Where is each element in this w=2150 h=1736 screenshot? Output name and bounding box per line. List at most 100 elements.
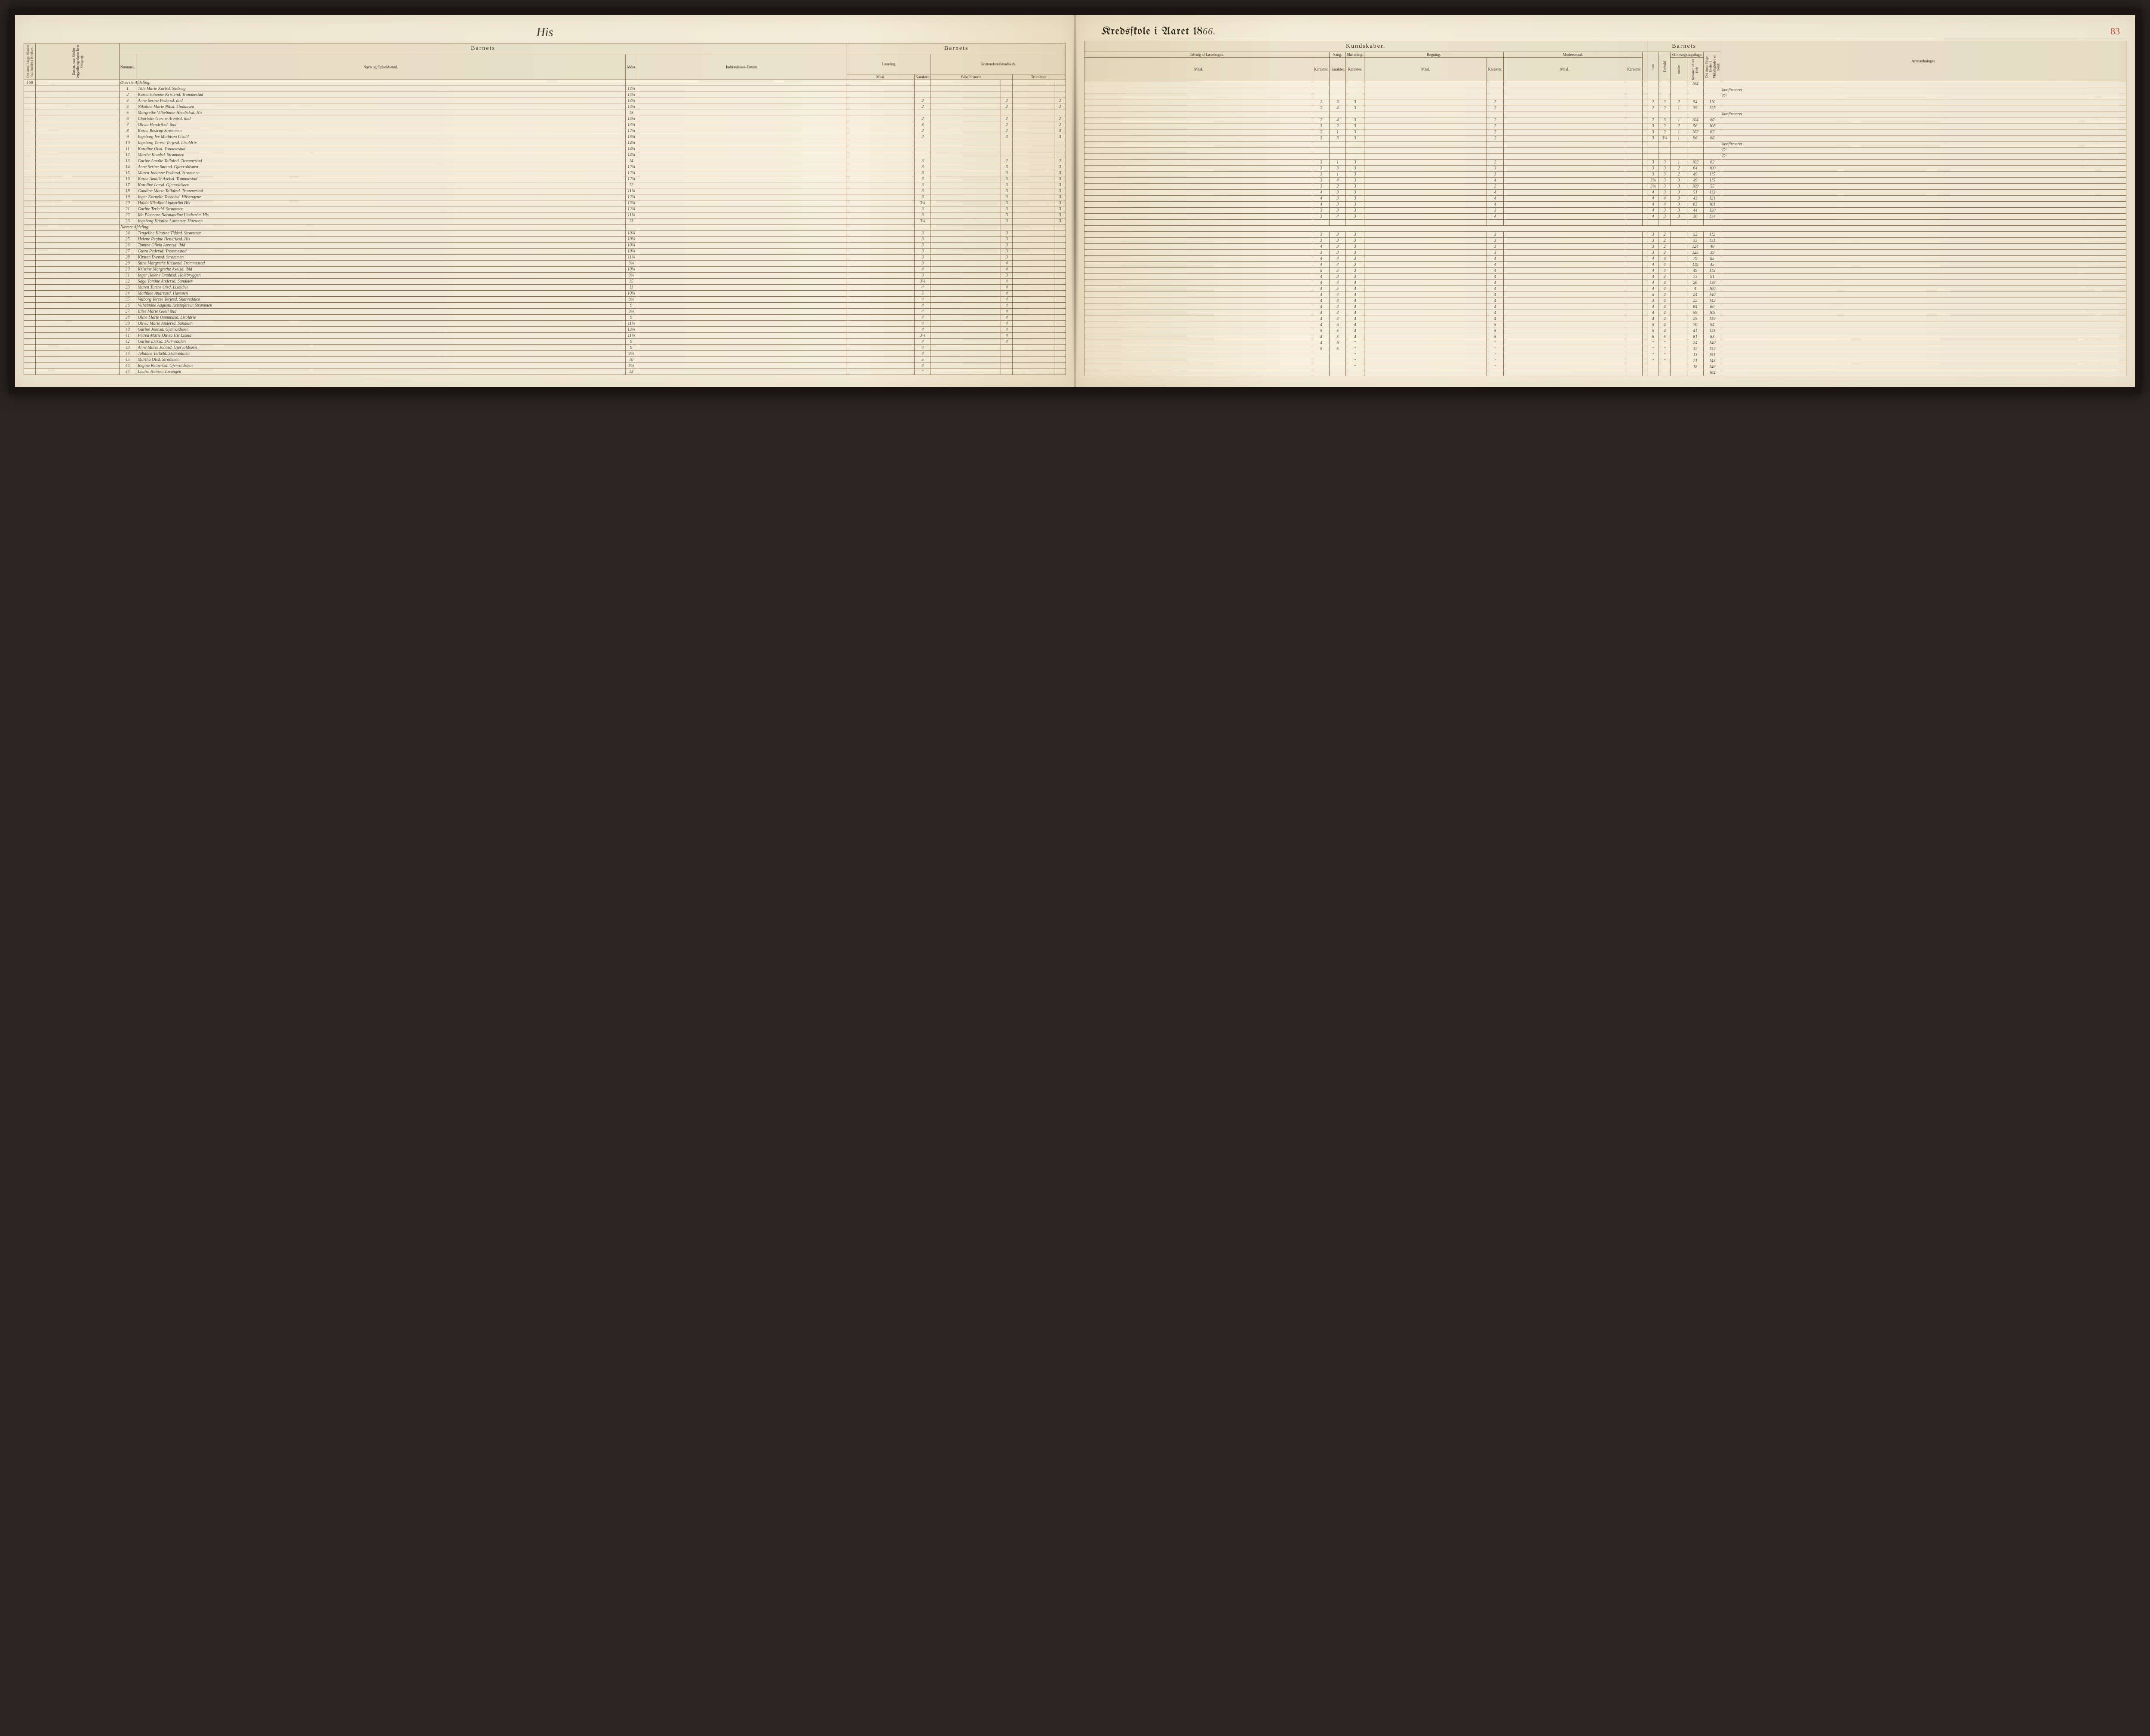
ledger-table-right: Kundskaber. Barnets Anmærkninger. Udvalg… <box>1084 41 2126 376</box>
col-evne: Evne. <box>1647 52 1659 81</box>
col-days: Det Antal Dage, Skolen skal holdes i Kre… <box>24 43 36 80</box>
table-row: 30 Kristine Margrethe Axelsd. ibid 10¼ 4… <box>24 267 1066 273</box>
table-row: 3 3 3 3 4 3 3 44 120 <box>1084 208 2126 214</box>
sub-kar3: Karakter. <box>1330 58 1346 81</box>
table-row: 8 Karen Rostrup Strømmen 12¾ 2 2 3 <box>24 128 1066 134</box>
table-row: " " " " 13 151 <box>1084 352 2126 358</box>
sub-kar6: Karakter. <box>1626 58 1643 81</box>
col-gap <box>1643 52 1647 81</box>
col-sang: Sang. <box>1330 52 1346 58</box>
table-row: 3 3 3 3 3 3 125 39 <box>1084 250 2126 256</box>
table-row: 32 Saga Tomine Andersd. Sandklev 15 3¼ 4 <box>24 279 1066 285</box>
col-laesning: Læsning. <box>847 54 931 74</box>
table-row: 3 2 3 2 3 2 2 56 108 <box>1084 123 2126 129</box>
table-row: 3 Anne Serine Pedersd. ibid 14¼ 2 2 2 <box>24 98 1066 104</box>
table-row: " " 18 146 <box>1084 364 2126 370</box>
table-row: 13 Gurine Amalie Tallaksd. Trommestad 14… <box>24 158 1066 164</box>
left-page: His Det Antal Dage, Skolen skal holdes i… <box>15 15 1075 387</box>
table-row: 40 Gurine Johnsd. Gjervoldsøen 13¾ 4 4 <box>24 327 1066 333</box>
ledger-table-left: Det Antal Dage, Skolen skal holdes i Kre… <box>24 43 1066 375</box>
table-row: 15 Maren Johanne Pedersd. Strømmen 12¾ 3… <box>24 170 1066 176</box>
table-row: 4 3 3 4 4 4 3 43 121 <box>1084 196 2126 202</box>
title-right-text: Kredsſkole i Aaret 18 <box>1101 26 1203 37</box>
table-body-right: 164 konfirmeret Dº 2 3 3 2 <box>1084 81 2126 376</box>
sub-kar5: Karakter. <box>1487 58 1503 81</box>
table-row: 4 6 " " " " 24 140 <box>1084 340 2126 346</box>
col-skolesog: Skolesogningsdage. <box>1671 52 1704 58</box>
col-vert3: Det Antal Dage, Skolen i Virkeligheden e… <box>1704 52 1721 81</box>
table-row: 3 3 3 3 3 2 52 112 <box>1084 232 2126 238</box>
table-row: 4 4 3 4 4 4 79 85 <box>1084 256 2126 262</box>
page-number: 83 <box>2110 26 2120 37</box>
table-row: 11 Karoline Olsd. Trommestad 14¼ <box>24 146 1066 152</box>
table-row: 1 Tille Marie Karlsd. Stølsvig 14¾ <box>24 86 1066 92</box>
table-row: 24 Tengeline Kirstine Tiddsd. Strømmen 1… <box>24 230 1066 237</box>
hdr-barnets2: Barnets <box>847 43 1066 54</box>
table-row: 2 4 3 2 2 2 1 39 125 <box>1084 105 2126 111</box>
col-skriv: Skrivning. <box>1346 52 1364 58</box>
table-row: 28 Kirsten Evensd. Strømmen 11¾ 3 3 <box>24 255 1066 261</box>
table-row: 4 4 4 4 4 4 84 80 <box>1084 304 2126 310</box>
table-row: 36 Vilhelmine Augusta Kristofersen Strøm… <box>24 303 1066 309</box>
table-row: Dº <box>1084 147 2126 154</box>
table-row: 18 Gundine Marie Tallaksd. Trommestad 11… <box>24 188 1066 194</box>
table-row: 37 Elise Marie Guell ibid 9¾ 4 4 <box>24 309 1066 315</box>
table-row: 5 Margrethe Vilhelmine Hendriksd. His 15 <box>24 110 1066 116</box>
table-row: 5 5 3 4 4 4 49 115 <box>1084 268 2126 274</box>
table-row: 3 3 3 3 3 3 2 64 100 <box>1084 166 2126 172</box>
table-row: 19 Inger Kornelie Torbolsd. Hiisengene 1… <box>24 194 1066 200</box>
table-row: 21 Gurine Terkeld. Strømmen 12¾ 3 3 3 <box>24 206 1066 212</box>
table-row: 14 Anne Serine Sørend. Gjærvoldsøen 12¾ … <box>24 164 1066 170</box>
table-row: 29 Stine Margrethe Kristend. Trommestad … <box>24 261 1066 267</box>
table-row: 39 Olivia Marie Andersd. Sandklev 11¼ 4 … <box>24 321 1066 327</box>
table-row: 9 Ingeborg Ive Mathisen Lisold 13¾ 2 3 3 <box>24 134 1066 140</box>
table-row: 35 Valborg Terese Terjesd. Skarvedalen 9… <box>24 297 1066 303</box>
hdr-kundskaber: Kundskaber. <box>1084 41 1647 52</box>
table-row: Dº <box>1084 93 2126 99</box>
table-row: Dº <box>1084 154 2126 160</box>
table-row: 17 Karoline Larsd. Gjervoldsøen 12 3 3 3 <box>24 182 1066 188</box>
table-row: 3 2 3 2 3¼ 3 3 109 55 <box>1084 184 2126 190</box>
table-row: 2 3 3 2 2 2 2 54 110 <box>1084 99 2126 105</box>
table-row: 2 4 3 2 2 3 1 104 60 <box>1084 117 2126 123</box>
sub-maal1: Maal. <box>847 74 915 80</box>
col-udvalg: Udvalg af Læsebogen. <box>1084 52 1330 58</box>
table-row: 5 5 " " " " 32 132 <box>1084 346 2126 352</box>
table-row: 3 1 3 2 3 3 1 102 62 <box>1084 160 2126 166</box>
table-row: konfirmeret <box>1084 111 2126 117</box>
table-row: 42 Gurine Eriksd. Skarvedalen 9 4 4 <box>24 339 1066 345</box>
col-anm: Anmærkninger. <box>1721 41 2126 81</box>
table-row: 3 3 3 3 3 2 33 131 <box>1084 238 2126 244</box>
table-row: 7 Olivia Hendriksd. ibid 13¾ 3 2 2 <box>24 122 1066 128</box>
table-row: 2 1 3 2 3 2 1 102 62 <box>1084 129 2126 135</box>
col-datum: Datum, naar Skolen begynder og slutter h… <box>36 43 120 80</box>
col-forhold: Forhold <box>1659 52 1671 81</box>
year-suffix: 66. <box>1203 26 1216 37</box>
table-row: 4 4 4 4 5 4 24 140 <box>1084 292 2126 298</box>
table-row: 3 1 3 3 3 3 2 49 115 <box>1084 172 2126 178</box>
table-row: 16 Karen Amalie Axelsd. Trommestad 12¾ 3… <box>24 176 1066 182</box>
sub-forsomte: forsømte af det Hele. <box>1687 58 1703 81</box>
table-row: 26 Tomine Olivia Arentsd. ibid 10¾ 3 3 <box>24 243 1066 249</box>
col-kristendom: Kristendomskundskab. <box>931 54 1066 74</box>
table-row: 5 5 4 5 5 4 41 123 <box>1084 328 2126 334</box>
table-row: 31 Inger Helene Onuldsd. Holebryggen 9¾ … <box>24 273 1066 279</box>
table-row: 4 3 3 4 4 3 3 51 113 <box>1084 190 2126 196</box>
table-row: 4 5 4 4 4 4 4 160 <box>1084 286 2126 292</box>
sub-maal3: Maal. <box>1364 58 1487 81</box>
table-row: 33 Maren Turine Olsd. Lisoldrie 11 4 4 <box>24 285 1066 291</box>
table-row: 4 6 4 5 5 4 70 94 <box>1084 322 2126 328</box>
title-gothic: Kredsſkole i Aaret 1866. <box>1084 26 2126 37</box>
col-indtr: Indtrædelses-Datum. <box>637 54 847 80</box>
hdr-barnets3: Barnets <box>1647 41 1721 52</box>
table-row: 25 Helene Regine Hendriksd. His 10¼ 3 3 <box>24 237 1066 243</box>
table-row: 20 Hulda Nikoline Lindström His 13¾ 3¼ 3… <box>24 200 1066 206</box>
ledger-book: His Det Antal Dage, Skolen skal holdes i… <box>9 9 2141 393</box>
right-page: 83 Kredsſkole i Aaret 1866. Kundskaber. … <box>1075 15 2135 387</box>
table-row: 10 Ingeborg Terese Terjesd. Lisoldrie 14… <box>24 140 1066 146</box>
col-alder: Alder. <box>625 54 637 80</box>
table-row: 4 Nikoline Marie Nilsd. Lindaasen 14¾ 2 … <box>24 104 1066 110</box>
table-row: 4 5 4 5 6 5 81 83 <box>1084 334 2126 340</box>
table-row: 4 4 4 4 3 4 22 142 <box>1084 298 2126 304</box>
hdr-barnets1: Barnets <box>119 43 847 54</box>
